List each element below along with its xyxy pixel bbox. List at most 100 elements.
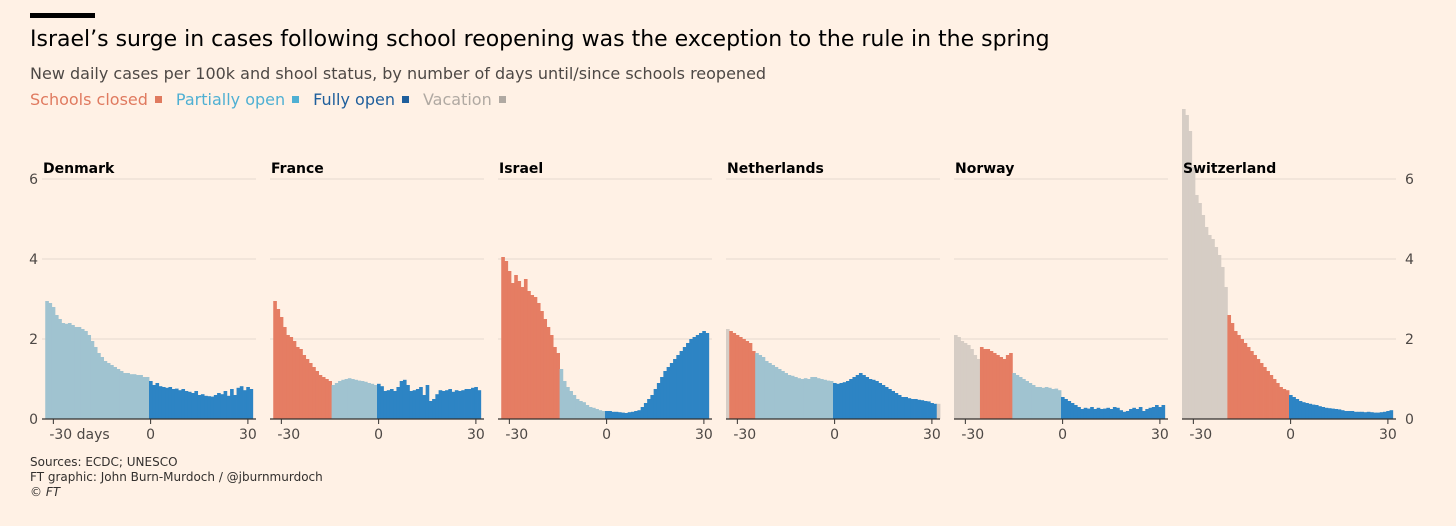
bar-partial (1035, 387, 1039, 419)
bar-closed (325, 379, 329, 419)
bar-partial (813, 377, 818, 419)
bar-full (1370, 412, 1374, 419)
legend-label-full: Fully open (313, 90, 395, 109)
bar-partial (566, 387, 570, 419)
bar-full (471, 387, 475, 419)
bar-partial (794, 377, 798, 419)
bar-vacation (966, 345, 971, 419)
bar-closed (748, 343, 753, 419)
bar-partial (784, 373, 788, 419)
bar-full (1366, 411, 1371, 419)
bar-full (200, 394, 205, 419)
bar-full (650, 395, 655, 419)
bar-partial (331, 385, 336, 419)
bar-full (187, 391, 192, 419)
bar-full (161, 387, 166, 419)
bar-full (621, 412, 625, 419)
bar-partial (103, 361, 108, 419)
bar-full (862, 375, 866, 419)
bar-full (836, 383, 840, 419)
bar-closed (279, 317, 284, 419)
bar-full (152, 385, 156, 419)
bar-full (207, 396, 211, 419)
bar-closed (507, 271, 512, 419)
bar-full (1289, 395, 1293, 419)
bar-full (1360, 411, 1364, 419)
bar-partial (1054, 388, 1059, 419)
bar-full (1061, 397, 1065, 419)
bar-closed (315, 371, 320, 419)
bar-vacation (1198, 203, 1202, 419)
bar-partial (777, 369, 782, 419)
bar-vacation (1214, 247, 1219, 419)
bar-closed (1279, 387, 1283, 419)
bar-closed (553, 347, 557, 419)
x-tick-label: 0 (1058, 427, 1067, 443)
bar-full (1119, 410, 1123, 419)
bar-full (1357, 411, 1361, 419)
bar-partial (142, 377, 147, 419)
bar-closed (1269, 375, 1274, 419)
bar-closed (1259, 363, 1264, 419)
x-tick-label: -30 (505, 427, 528, 443)
x-tick-label: -30 days (49, 427, 109, 443)
bar-vacation (1188, 131, 1193, 419)
bar-partial (816, 378, 821, 419)
bar-full (451, 391, 456, 419)
bar-partial (84, 331, 88, 419)
bar-full (1073, 405, 1078, 419)
bar-full (1145, 409, 1149, 419)
bar-partial (1044, 387, 1049, 419)
bar-partial (106, 363, 111, 419)
bar-closed (986, 349, 991, 419)
x-tick-label: 30 (467, 427, 485, 443)
bar-partial (67, 323, 72, 419)
bar-full (927, 401, 931, 419)
bar-full (448, 389, 452, 419)
bar-full (1311, 404, 1316, 419)
bar-partial (45, 301, 49, 419)
bar-full (676, 355, 680, 419)
bar-full (888, 389, 892, 419)
footer-sources: Sources: ECDC; UNESCO (30, 455, 178, 469)
bar-closed (549, 335, 554, 419)
bar-full (1373, 412, 1377, 419)
bar-full (679, 351, 684, 419)
bar-full (1148, 407, 1153, 419)
bar-full (467, 389, 472, 419)
bar-full (875, 381, 879, 419)
bar-full (1112, 407, 1117, 419)
bar-full (191, 393, 195, 419)
bar-partial (367, 383, 371, 419)
bar-full (920, 400, 925, 419)
bar-full (402, 379, 407, 419)
bar-full (1070, 403, 1075, 419)
bar-full (1125, 411, 1130, 419)
bar-full (634, 411, 638, 419)
bar-full (647, 399, 651, 419)
bar-full (692, 337, 697, 419)
bar-closed (299, 349, 303, 419)
bar-partial (572, 395, 577, 419)
bar-partial (579, 401, 583, 419)
bar-closed (540, 311, 544, 419)
bar-partial (764, 361, 769, 419)
x-tick-label: -30 (277, 427, 300, 443)
bar-closed (276, 309, 281, 419)
panel-title: Norway (955, 161, 1014, 177)
bar-closed (1246, 347, 1251, 419)
bar-closed (989, 351, 994, 419)
bar-closed (527, 291, 531, 419)
bar-full (477, 390, 482, 419)
bar-partial (341, 379, 345, 419)
bar-full (1129, 409, 1133, 419)
bar-full (907, 398, 912, 419)
bar-vacation (957, 337, 961, 419)
bar-closed (979, 347, 984, 419)
y-tick-label-left: 2 (29, 332, 38, 348)
bar-full (1331, 408, 1335, 419)
bar-full (1155, 405, 1159, 419)
bar-full (868, 379, 873, 419)
bar-full (669, 363, 674, 419)
bar-full (1386, 411, 1390, 419)
